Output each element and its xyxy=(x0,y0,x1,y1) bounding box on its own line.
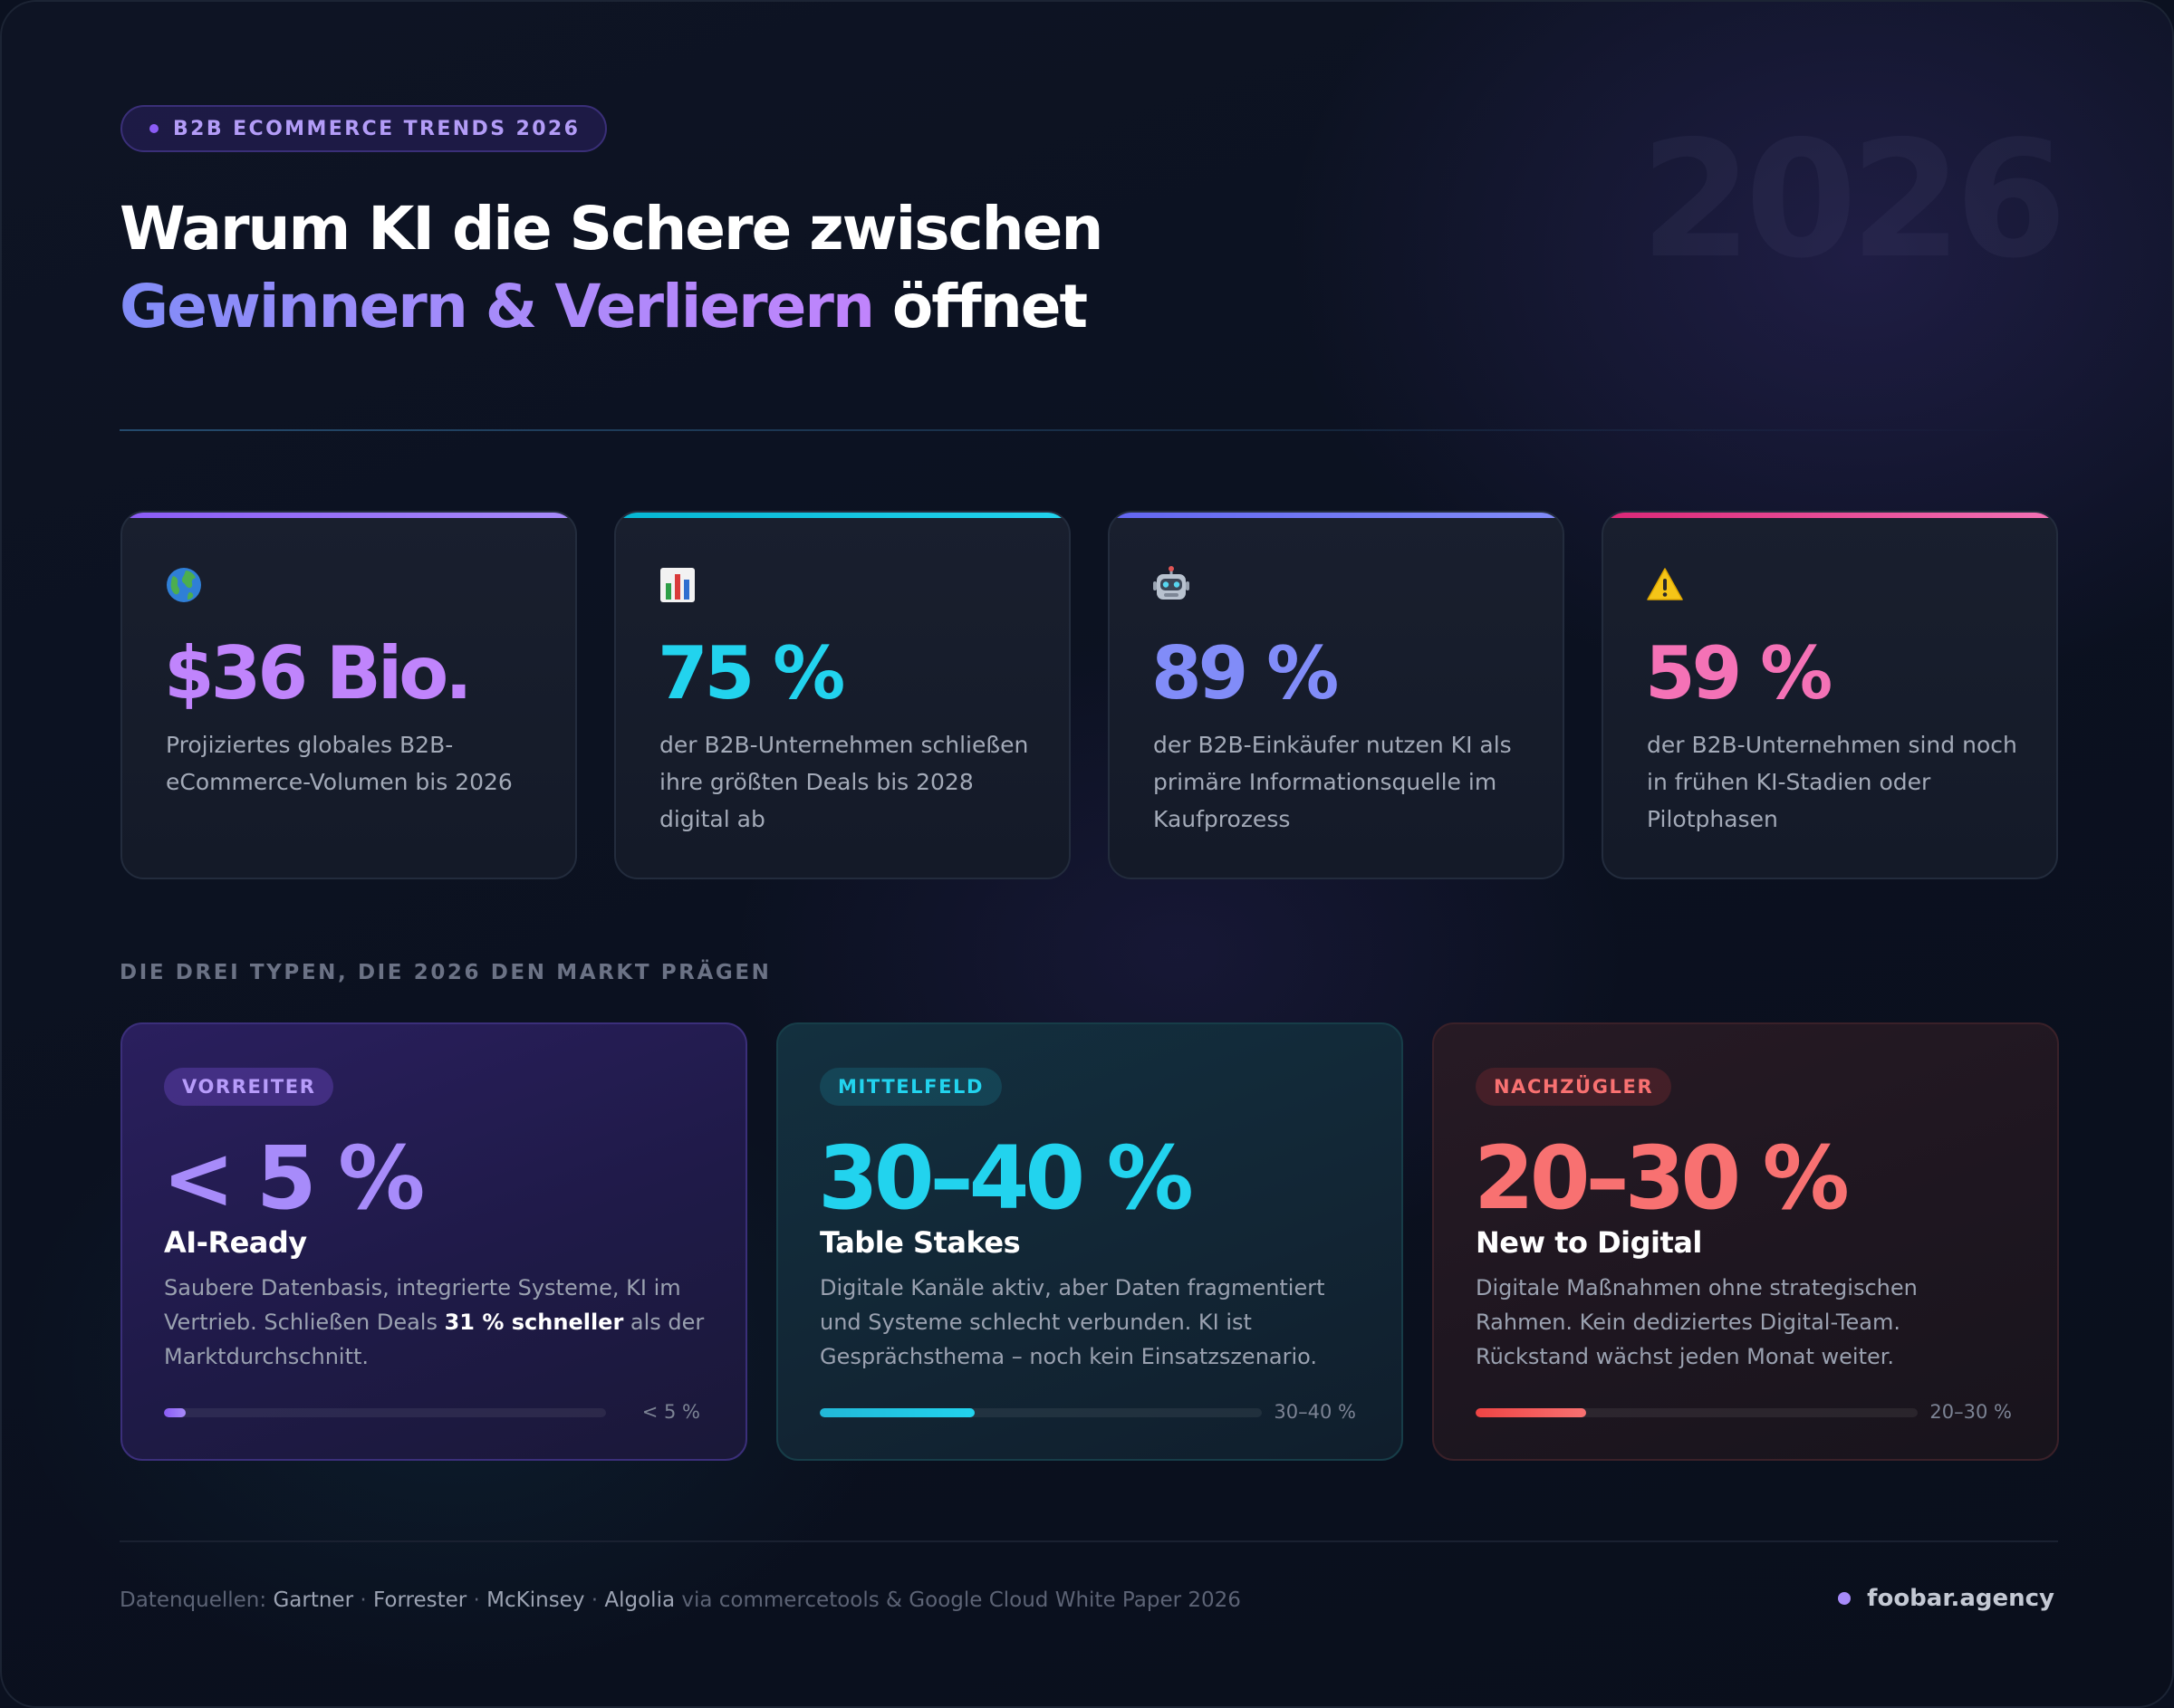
stat-accent xyxy=(616,513,1069,518)
stat-description: der B2B-Unternehmen sind noch in frühen … xyxy=(1647,732,2017,832)
stat-value: $36 Bio. xyxy=(164,631,473,715)
sources-suffix: via commercetools & Google Cloud White P… xyxy=(675,1588,1241,1612)
type-progress-bar xyxy=(820,1408,975,1417)
stat-accent xyxy=(122,513,575,518)
source-forrester: Forrester xyxy=(372,1588,467,1612)
eyebrow-label: B2B ECOMMERCE TRENDS 2026 xyxy=(173,117,581,140)
stat-description: der B2B-Unternehmen schließen ihre größt… xyxy=(659,732,1029,832)
type-tag: NACHZÜGLER xyxy=(1476,1068,1672,1106)
type-card-mittelfeld: MITTELFELD 30–40 % Table Stakes Digitale… xyxy=(776,1022,1403,1461)
header-divider xyxy=(120,429,2058,431)
type-description: Digitale Kanäle aktiv, aber Daten fragme… xyxy=(820,1275,1325,1369)
source-gartner: Gartner xyxy=(273,1588,354,1612)
eyebrow-badge: B2B ECOMMERCE TRENDS 2026 xyxy=(120,105,608,152)
source-algolia: Algolia xyxy=(604,1588,676,1612)
type-progress-label: 30–40 % xyxy=(1274,1401,1356,1423)
type-progress-label: 20–30 % xyxy=(1929,1401,2012,1423)
type-name: AI-Ready xyxy=(164,1225,307,1260)
type-progress-bar xyxy=(1476,1408,1586,1417)
type-tag: VORREITER xyxy=(164,1068,334,1106)
type-progress-track xyxy=(820,1408,1262,1417)
bar-chart-icon xyxy=(660,568,695,602)
type-value: < 5 % xyxy=(162,1127,425,1229)
globe-icon xyxy=(167,568,201,602)
brand-mark: foobar.agency xyxy=(1838,1585,2054,1612)
brand-dot xyxy=(1838,1592,1852,1605)
stat-card-volume: $36 Bio. Projiziertes globales B2B-eComm… xyxy=(120,511,577,879)
title-end: öffnet xyxy=(872,272,1088,341)
type-value: 30–40 % xyxy=(818,1127,1194,1229)
section-label: DIE DREI TYPEN, DIE 2026 DEN MARKT PRÄGE… xyxy=(120,961,772,984)
stat-description: Projiziertes globales B2B-eCommerce-Volu… xyxy=(166,732,513,795)
stat-card-ai-buyers: 89 % der B2B-Einkäufer nutzen KI als pri… xyxy=(1108,511,1564,879)
stat-card-digital-deals: 75 % der B2B-Unternehmen schließen ihre … xyxy=(614,511,1071,879)
robot-icon xyxy=(1153,566,1189,600)
type-progress-bar xyxy=(164,1408,187,1417)
type-description: Digitale Maßnahmen ohne strategischen Ra… xyxy=(1476,1275,1918,1369)
type-description: Saubere Datenbasis, integrierte Systeme,… xyxy=(164,1275,705,1369)
title-highlight: Gewinnern & Verlierern xyxy=(120,272,875,341)
type-card-vorreiter: VORREITER < 5 % AI-Ready Saubere Datenba… xyxy=(120,1022,747,1461)
type-progress-track xyxy=(164,1408,606,1417)
title-line-1: Warum KI die Schere zwischen xyxy=(120,194,1103,264)
type-progress-track xyxy=(1476,1408,1918,1417)
stat-accent xyxy=(1603,513,2056,518)
type-card-nachzuegler: NACHZÜGLER 20–30 % New to Digital Digita… xyxy=(1432,1022,2059,1461)
type-name: New to Digital xyxy=(1476,1225,1702,1260)
warning-icon xyxy=(1647,568,1683,600)
stat-card-early-stages: 59 % der B2B-Unternehmen sind noch in fr… xyxy=(1602,511,2058,879)
stat-description: der B2B-Einkäufer nutzen KI als primäre … xyxy=(1153,732,1512,832)
source-mckinsey: McKinsey xyxy=(486,1588,585,1612)
footer-divider xyxy=(120,1540,2058,1542)
type-description-highlight: 31 % schneller xyxy=(444,1310,624,1335)
sources-prefix: Datenquellen: xyxy=(120,1588,274,1612)
stat-accent xyxy=(1110,513,1563,518)
eyebrow-dot xyxy=(149,124,159,133)
stat-value: 89 % xyxy=(1151,631,1339,715)
type-tag: MITTELFELD xyxy=(820,1068,1003,1106)
type-progress-label: < 5 % xyxy=(641,1401,700,1423)
brand-name: foobar.agency xyxy=(1867,1585,2054,1612)
type-name: Table Stakes xyxy=(820,1225,1021,1260)
data-sources: Datenquellen: Gartner · Forrester · McKi… xyxy=(120,1588,1241,1612)
stat-value: 59 % xyxy=(1645,631,1833,715)
page-title: Warum KI die Schere zwischen Gewinnern &… xyxy=(120,190,1297,346)
stat-value: 75 % xyxy=(658,631,845,715)
background-year: 2026 xyxy=(1640,106,2067,293)
type-value: 20–30 % xyxy=(1474,1127,1850,1229)
